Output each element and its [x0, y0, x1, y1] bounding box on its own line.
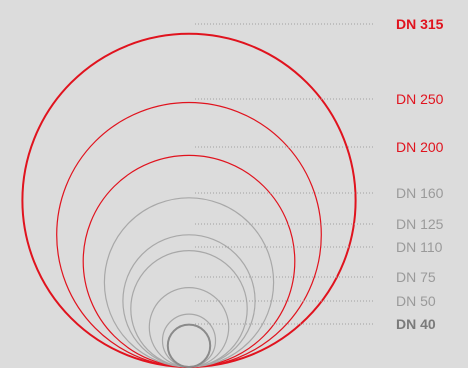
label-dn-110: DN 110	[396, 239, 443, 255]
label-dn-200: DN 200	[396, 139, 444, 155]
pipe-circles	[21, 32, 357, 368]
label-dn-250: DN 250	[396, 91, 444, 107]
pipe-circle-dn-40	[166, 323, 212, 368]
label-dn-50: DN 50	[396, 293, 436, 309]
label-dn-125: DN 125	[396, 216, 444, 232]
label-dn-75: DN 75	[396, 269, 436, 285]
label-dn-315: DN 315	[396, 16, 444, 32]
label-dn-160: DN 160	[396, 185, 444, 201]
size-labels: DN 315 DN 250 DN 200 DN 160 DN 125 DN 110 DN 7…	[396, 16, 444, 332]
label-dn-40: DN 40	[396, 316, 436, 332]
